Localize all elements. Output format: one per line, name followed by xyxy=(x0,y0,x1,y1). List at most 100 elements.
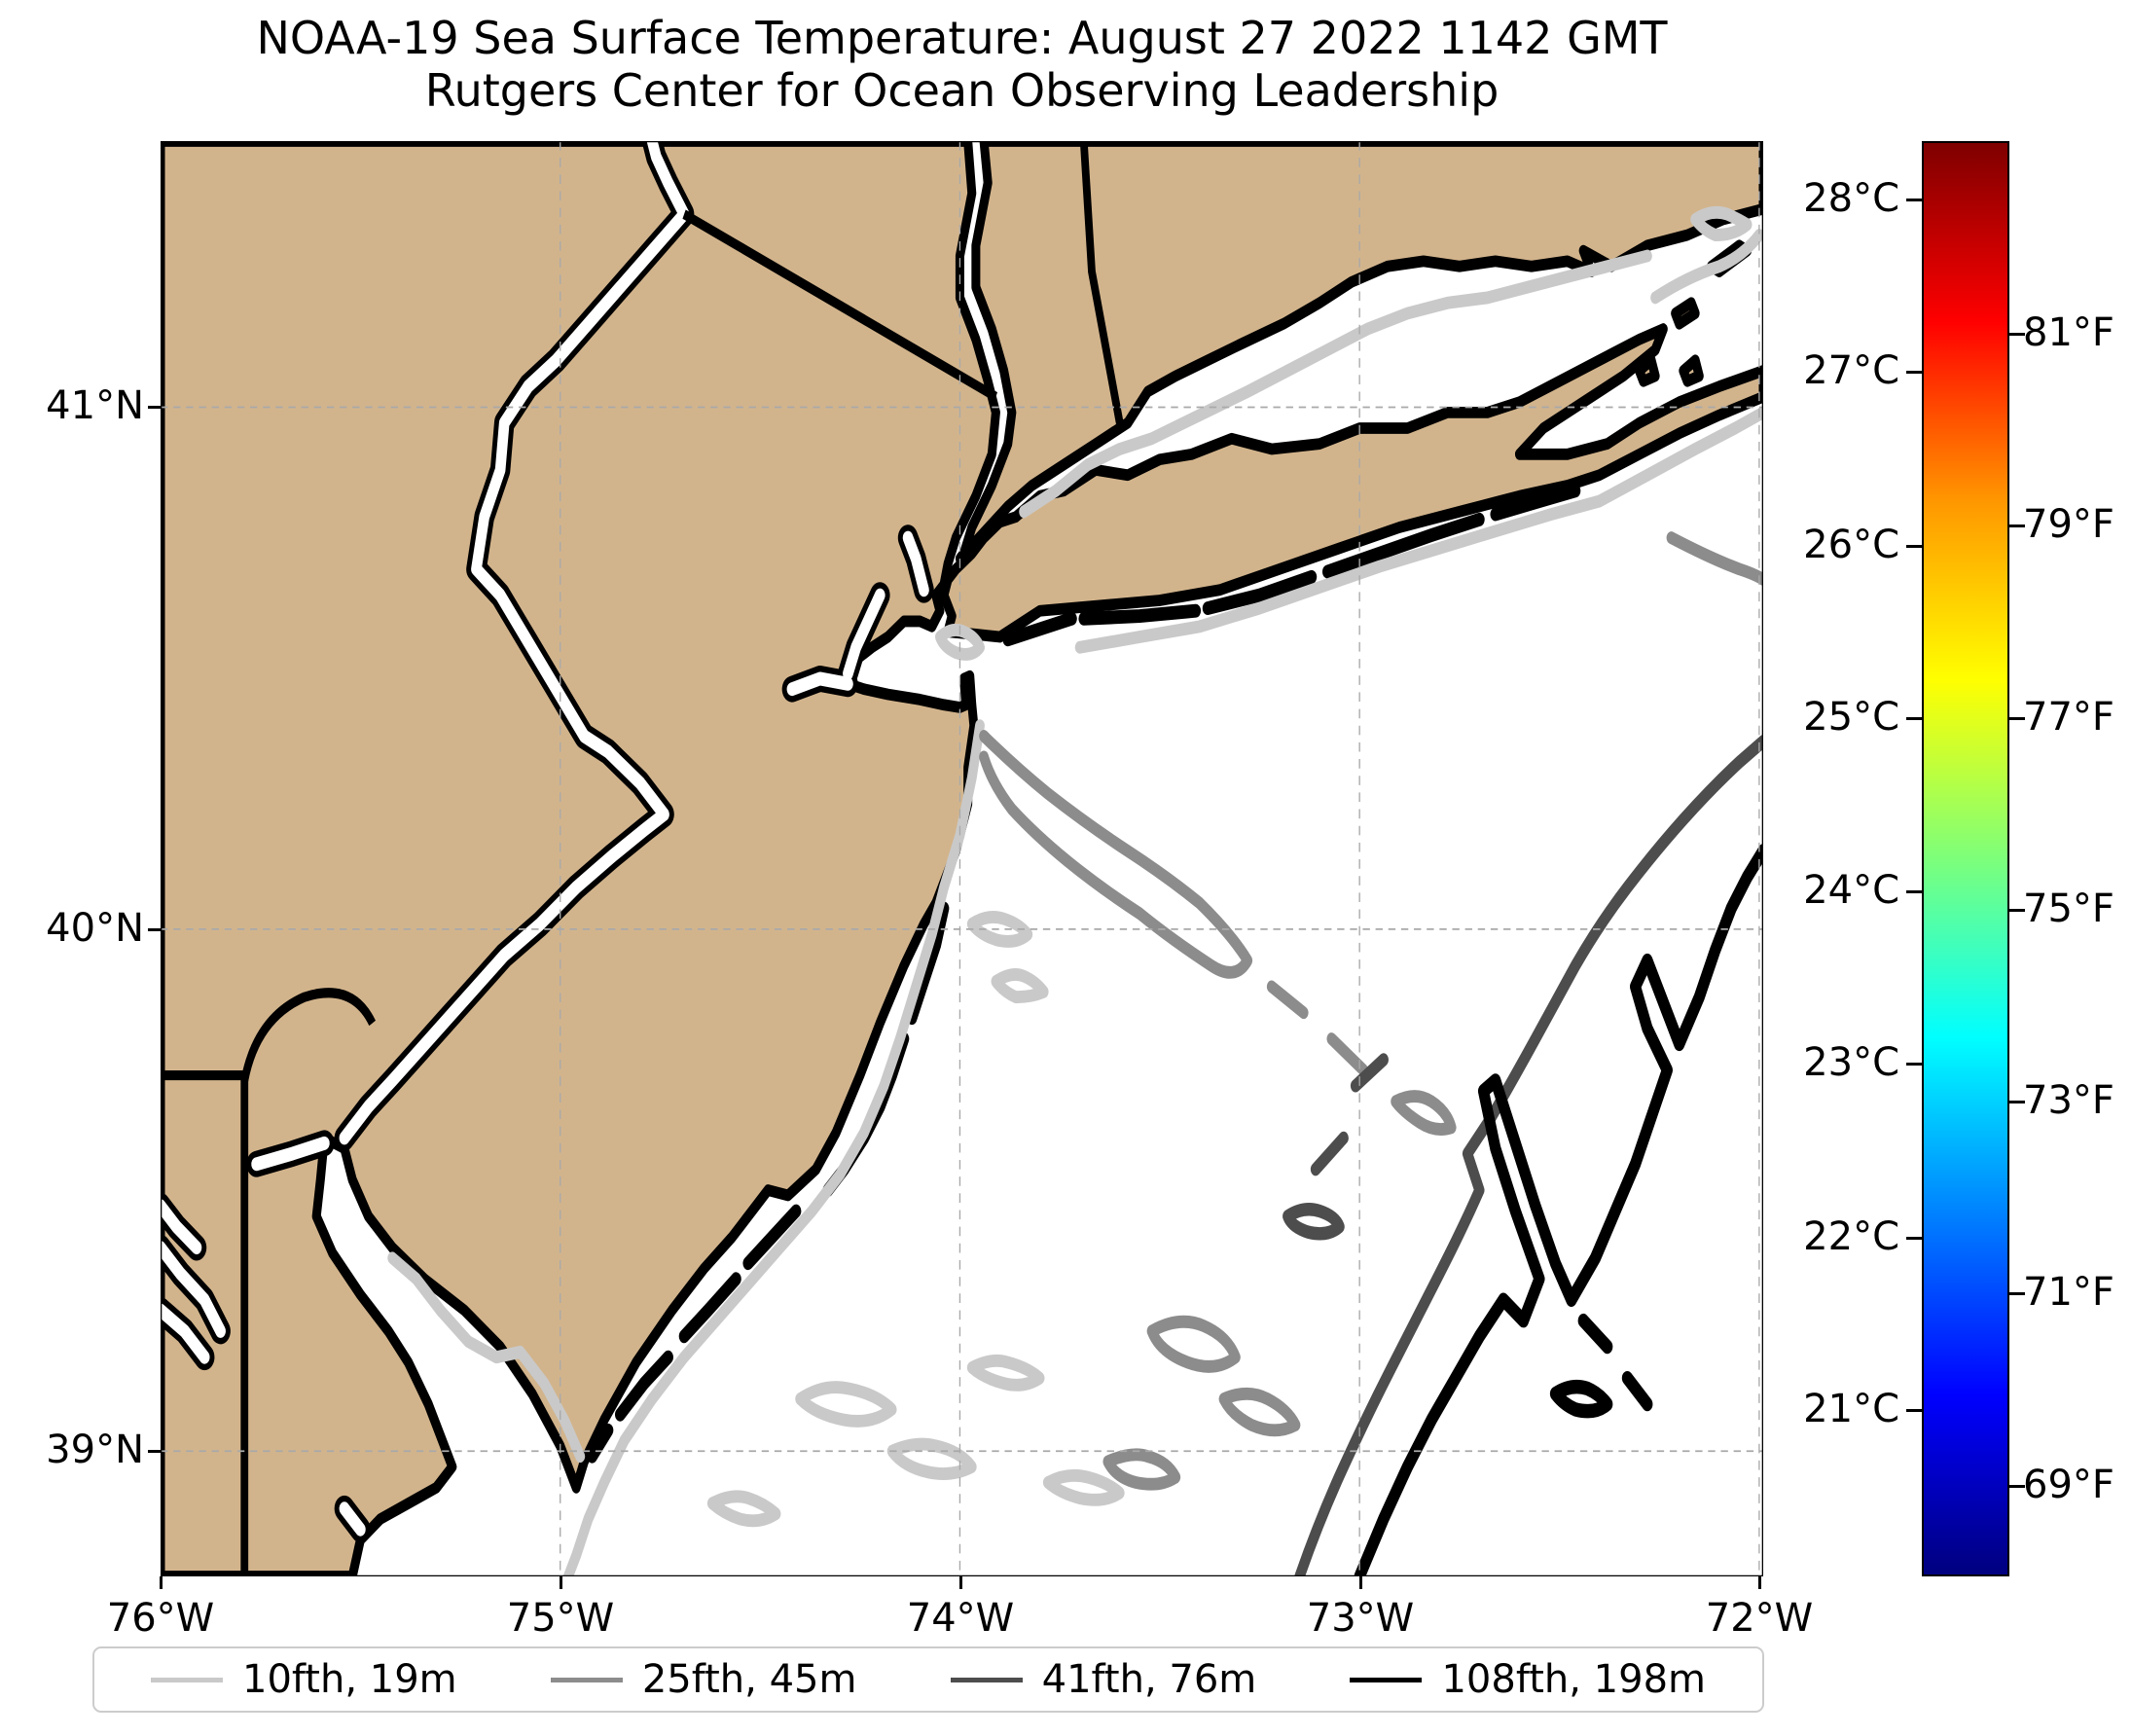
legend-item-19m: 10fth, 19m xyxy=(151,1657,457,1702)
contour-76m-dashes xyxy=(1310,1053,1389,1176)
contour-19m-nj-coast xyxy=(563,719,985,1576)
ytick-39n xyxy=(148,1450,161,1453)
western-mainland-new-jersey xyxy=(161,141,1000,1576)
contour-45m-blob-1 xyxy=(1391,1090,1457,1136)
xtick-74w xyxy=(959,1576,962,1589)
state-border-layer xyxy=(161,141,1124,1576)
legend-item-45m: 25fth, 45m xyxy=(550,1657,857,1702)
xtick-72w xyxy=(1758,1576,1761,1589)
ftick-69f xyxy=(2009,1485,2025,1488)
clabel-23c: 23°C xyxy=(1803,1040,1899,1085)
contour-19m-shoal-4 xyxy=(1042,1468,1125,1506)
ylabel-39n: 39°N xyxy=(46,1428,144,1472)
legend-label-19m: 10fth, 19m xyxy=(242,1657,457,1702)
xtick-75w xyxy=(560,1576,562,1589)
flabel-75f: 75°F xyxy=(2023,886,2114,931)
legend-swatch-198m xyxy=(1350,1677,1423,1682)
xtick-73w xyxy=(1359,1576,1362,1589)
ylabel-40n: 40°N xyxy=(46,906,144,951)
graticule-layer xyxy=(161,141,1763,1576)
contour-19m-harbor-shoal xyxy=(934,623,985,661)
east-of-hudson-connecticut-mainland xyxy=(955,141,1763,564)
jones-beach-barrier xyxy=(1202,569,1318,616)
contour-198m-layer xyxy=(1354,844,1763,1576)
long-beach-barrier xyxy=(1078,603,1202,626)
contour-45m-layer xyxy=(979,531,1763,1491)
xlabel-73w: 73°W xyxy=(1306,1596,1415,1641)
land-layer xyxy=(161,141,1763,1576)
ctick-23c xyxy=(1906,1063,1922,1066)
legend-label-45m: 25fth, 45m xyxy=(641,1657,857,1702)
ftick-79f xyxy=(2009,524,2025,527)
contour-19m-shoal-6 xyxy=(966,910,1033,948)
legend-swatch-19m xyxy=(151,1677,223,1682)
clabel-21c: 21°C xyxy=(1803,1387,1899,1431)
ftick-75f xyxy=(2009,909,2025,912)
ftick-71f xyxy=(2009,1292,2025,1295)
contour-45m-blob-3 xyxy=(1218,1387,1301,1437)
westhampton-barrier xyxy=(1490,484,1581,522)
ctick-28c xyxy=(1906,199,1922,201)
contour-19m-block-sound xyxy=(1650,229,1763,305)
contour-19m-li-sound xyxy=(1019,249,1652,519)
ftick-73f xyxy=(2009,1101,2025,1103)
contour-19m-li-south xyxy=(1074,406,1763,654)
long-island-landmass xyxy=(939,323,1763,643)
clabel-27c: 27°C xyxy=(1803,348,1899,393)
contour-19m-shoal-2 xyxy=(886,1437,977,1480)
atlantic-city-barrier xyxy=(587,1204,802,1464)
contour-19m-shoal-5 xyxy=(706,1490,781,1528)
flabel-79f: 79°F xyxy=(2023,502,2114,547)
barnegat-barrier-north xyxy=(906,901,950,1026)
clabel-28c: 28°C xyxy=(1803,176,1899,221)
ctick-22c xyxy=(1906,1237,1922,1240)
contour-19m-shoal-7 xyxy=(991,967,1049,1004)
contour-19m-shoal-1 xyxy=(795,1381,897,1428)
fire-island-barrier xyxy=(1321,512,1485,579)
ny-ct-border xyxy=(1079,141,1124,424)
contour-45m-montauk xyxy=(1666,531,1763,586)
xlabel-75w: 75°W xyxy=(506,1596,615,1641)
contour-19m-delaware-bay xyxy=(387,1251,586,1464)
ctick-21c xyxy=(1906,1409,1922,1412)
ny-nj-border xyxy=(682,209,998,402)
ctick-25c xyxy=(1906,717,1922,720)
barrier-island-layer xyxy=(587,484,1581,1464)
shelter-island xyxy=(1635,354,1660,387)
map-svg xyxy=(161,141,1763,1576)
contour-19m-fishers-shoal xyxy=(1690,205,1753,241)
ylabel-41n: 41°N xyxy=(46,383,144,428)
colorbar-gradient xyxy=(1922,141,2009,1576)
ftick-81f xyxy=(2009,333,2025,336)
contour-198m-blob xyxy=(1549,1379,1613,1419)
ytick-41n xyxy=(148,406,161,409)
xlabel-76w: 76°W xyxy=(106,1596,215,1641)
legend-item-198m: 108fth, 198m xyxy=(1350,1657,1706,1702)
ytick-40n xyxy=(148,928,161,931)
contour-45m-blob-2 xyxy=(1146,1315,1241,1373)
flabel-71f: 71°F xyxy=(2023,1270,2114,1315)
legend-label-76m: 41fth, 76m xyxy=(1041,1657,1257,1702)
flabel-77f: 77°F xyxy=(2023,695,2114,740)
contour-45m-segments xyxy=(1266,980,1369,1077)
delaware-arc-border xyxy=(240,988,376,1082)
contour-19m-shoal-3 xyxy=(966,1354,1045,1392)
xlabel-72w: 72°W xyxy=(1705,1596,1814,1641)
rockaway-barrier xyxy=(1002,611,1077,647)
legend-label-198m: 108fth, 198m xyxy=(1441,1657,1706,1702)
figure-title-line2: Rutgers Center for Ocean Observing Leade… xyxy=(424,64,1500,117)
plum-island xyxy=(1671,297,1700,330)
flabel-73f: 73°F xyxy=(2023,1078,2114,1123)
ftick-77f xyxy=(2009,717,2025,720)
flabel-81f: 81°F xyxy=(2023,310,2114,355)
clabel-26c: 26°C xyxy=(1803,523,1899,567)
clabel-24c: 24°C xyxy=(1803,868,1899,913)
ctick-26c xyxy=(1906,545,1922,548)
contour-45m-hudson-shelf-valley xyxy=(979,730,1253,979)
ctick-24c xyxy=(1906,890,1922,893)
contour-19m-layer xyxy=(387,205,1763,1576)
bathymetry-legend: 10fth, 19m 25fth, 45m 41fth, 76m 108fth,… xyxy=(92,1646,1764,1713)
gardiners-island xyxy=(1679,354,1704,387)
contour-198m-dashes xyxy=(1577,1313,1653,1412)
